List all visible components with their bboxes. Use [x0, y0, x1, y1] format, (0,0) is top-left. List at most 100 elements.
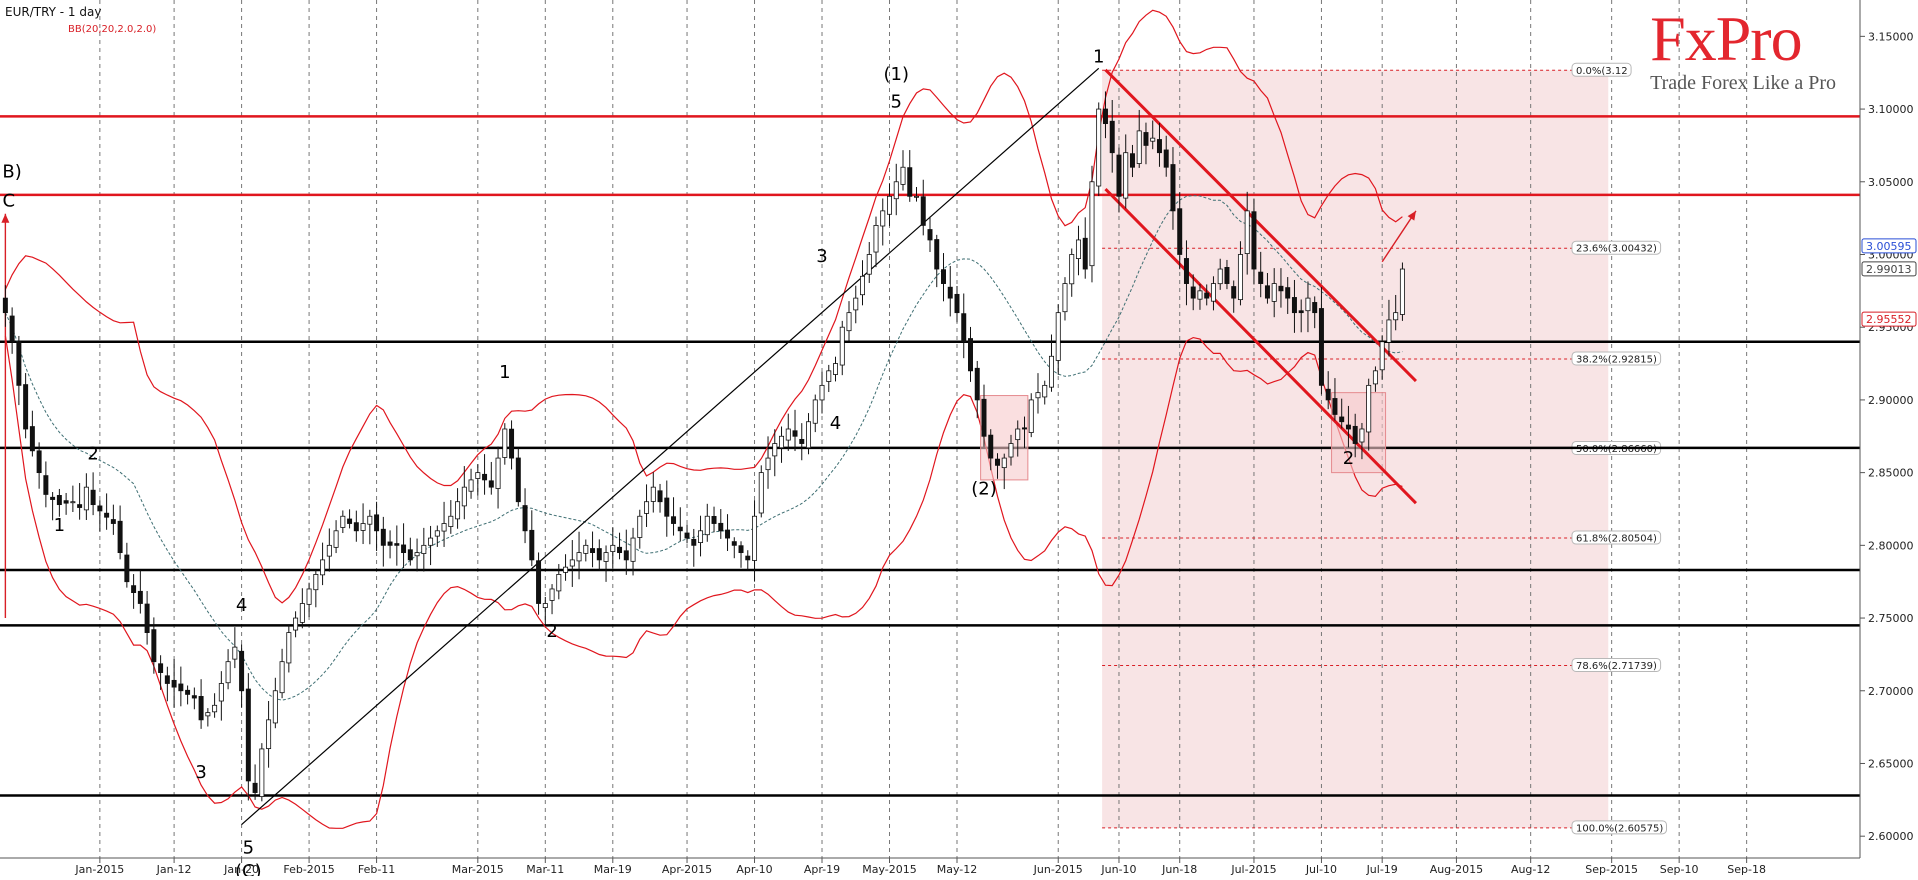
candle-body — [691, 538, 697, 546]
fibonacci-label-box — [1571, 530, 1662, 545]
candle-body — [1264, 285, 1270, 299]
x-tick-label: Sep-10 — [1660, 863, 1699, 876]
candle-body — [164, 675, 170, 684]
candle-body — [198, 696, 204, 721]
candle-body — [914, 195, 919, 198]
wave-label: 2 — [546, 621, 557, 642]
wave-label: 3 — [195, 762, 206, 783]
candle-body — [178, 683, 184, 692]
candle-body — [16, 341, 22, 386]
candle-body — [731, 541, 737, 546]
x-tick-label: Apr-19 — [804, 863, 840, 876]
candle-body — [941, 269, 946, 284]
bollinger-lower-band — [4, 335, 1403, 829]
candle-body — [637, 515, 643, 538]
trend-line — [241, 67, 1100, 826]
candle-body — [792, 430, 798, 437]
candle-body — [1318, 308, 1324, 386]
candle-body — [1183, 258, 1189, 284]
x-tick-label: Mar-19 — [594, 863, 632, 876]
x-tick-label: Apr-2015 — [662, 863, 712, 876]
y-tick-label: 2.65000 — [1868, 757, 1914, 770]
candle-body — [590, 548, 596, 554]
candle-body — [313, 574, 319, 591]
y-tick-label: 2.70000 — [1868, 685, 1914, 698]
y-tick-label: 2.85000 — [1868, 467, 1914, 480]
candle-body — [752, 515, 758, 561]
candle-body — [171, 679, 177, 688]
candle-body — [765, 457, 771, 471]
x-tick-label: May-2015 — [862, 863, 917, 876]
candle-body — [920, 196, 926, 226]
candle-body — [515, 457, 521, 503]
candle-body — [542, 603, 548, 608]
candle-body — [353, 522, 359, 532]
candle-body — [50, 496, 56, 500]
candle-body — [576, 552, 582, 562]
candle-body — [293, 617, 299, 631]
candle-body — [826, 370, 832, 382]
x-tick-label: Sep-18 — [1727, 863, 1766, 876]
candle-body — [833, 363, 839, 375]
wave-label: 1 — [54, 515, 65, 536]
candle-body — [880, 210, 886, 227]
candle-body — [1075, 239, 1081, 259]
arrow-line — [1381, 210, 1417, 263]
candle-body — [617, 546, 623, 554]
candle-body — [704, 515, 710, 536]
channel-lower-line — [1104, 187, 1418, 505]
x-tick-label: Jul-10 — [1305, 863, 1337, 876]
x-tick-label: Mar-11 — [526, 863, 564, 876]
candle-body — [1217, 268, 1223, 285]
chart-title: EUR/TRY - 1 day — [5, 5, 101, 19]
wave-label: (1) — [884, 64, 910, 85]
candle-body — [272, 690, 278, 724]
candle-body — [1366, 384, 1372, 433]
candle-body — [360, 523, 366, 531]
brand-logo: FxPro Trade Forex Like a Pro — [1650, 3, 1836, 95]
candle-body — [988, 434, 994, 459]
y-tick-label: 2.90000 — [1868, 394, 1914, 407]
candle-body — [434, 530, 440, 537]
candle-body — [563, 566, 569, 573]
candle-body — [461, 486, 467, 507]
y-tick-label: 2.80000 — [1868, 539, 1914, 552]
x-tick-label: Jul-19 — [1366, 863, 1398, 876]
candle-body — [407, 549, 413, 561]
candle-body — [394, 543, 400, 546]
candle-body — [981, 398, 987, 437]
candle-body — [819, 384, 825, 401]
candle-body — [320, 559, 326, 576]
candle-body — [191, 695, 197, 699]
x-tick-label: Sep-2015 — [1585, 863, 1638, 876]
candle-body — [36, 450, 42, 474]
candle-body — [468, 479, 474, 492]
candle-body — [70, 501, 76, 504]
candle-body — [117, 520, 123, 554]
candle-body — [259, 748, 265, 797]
candle-body — [664, 497, 670, 517]
candle-body — [482, 473, 488, 481]
candle-body — [1285, 287, 1291, 299]
wave-label: C — [2, 191, 15, 212]
candle-body — [711, 516, 717, 524]
candle-body — [799, 438, 805, 444]
candle-body — [677, 526, 683, 532]
candle-body — [1089, 181, 1095, 267]
candle-body — [536, 560, 542, 604]
candle-body — [455, 501, 461, 520]
brand-name: FxPro — [1650, 3, 1802, 74]
candle-body — [97, 505, 103, 512]
x-tick-label: Jun-10 — [1100, 863, 1136, 876]
candle-body — [583, 544, 589, 554]
candle-body — [671, 516, 677, 524]
y-tick-label: 2.60000 — [1868, 830, 1914, 843]
candle-body — [1015, 428, 1021, 441]
candle-body — [893, 181, 899, 200]
candle-body — [1332, 398, 1338, 415]
candle-body — [1224, 267, 1230, 284]
candle-body — [549, 588, 555, 601]
candle-body — [1062, 283, 1068, 313]
